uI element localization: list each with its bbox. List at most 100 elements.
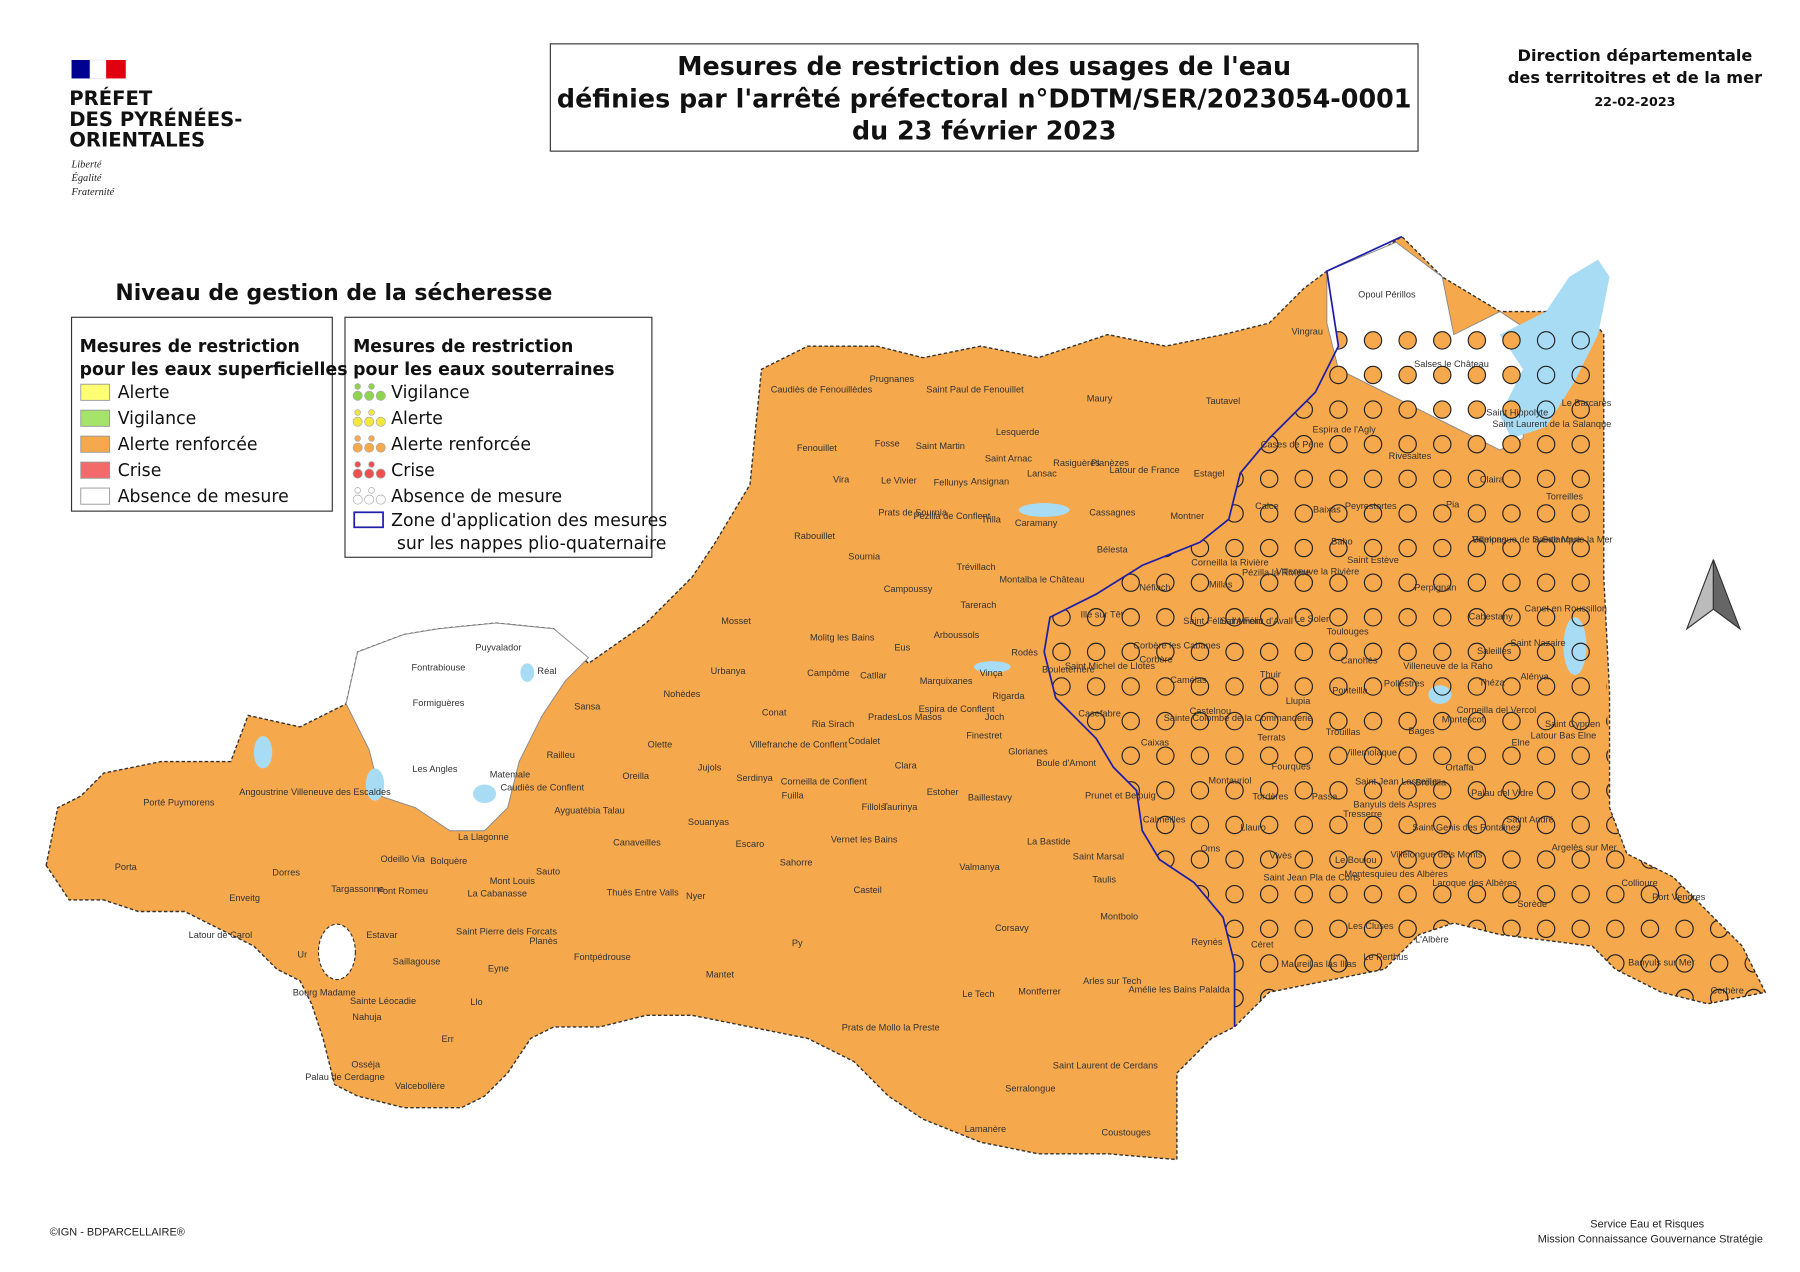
zone-dot [1606, 608, 1625, 627]
commune-label: Banyuls sur Mer [1628, 958, 1695, 968]
commune-label: Saillagouse [393, 957, 441, 967]
zone-dot [1398, 815, 1417, 835]
commune-label: Nohèdes [663, 689, 700, 699]
commune-label: Los Masos [897, 712, 942, 722]
commune-label: Le Soler [1295, 614, 1329, 624]
zone-dot [1536, 504, 1556, 523]
zone-dot [1433, 884, 1452, 904]
commune-label: Villefranche de Conflent [750, 740, 848, 750]
commune-label: Boule d'Amont [1036, 758, 1096, 768]
zone-dot [1329, 711, 1348, 731]
zone-dot [1433, 434, 1452, 454]
commune-label: Caudiès de Fenouillèdes [771, 384, 873, 394]
commune-label: Pia [1446, 500, 1460, 510]
legend-swatch [80, 487, 111, 505]
zone-dot [1433, 538, 1452, 558]
commune-label: Calmeilles [1143, 815, 1186, 825]
zone-dot [1502, 815, 1521, 835]
legend-dot [368, 409, 375, 416]
commune-label: Matemale [490, 770, 530, 780]
zone-dot [1571, 469, 1590, 489]
zone-dot [1675, 815, 1694, 835]
zone-dot [1536, 642, 1556, 662]
commune-label: Baixas [1313, 504, 1341, 514]
commune-label: Opoul Périllos [1358, 290, 1416, 300]
zone-dot [1190, 677, 1210, 696]
legend-dot [375, 390, 386, 401]
commune-label: Montesquieu des Albères [1344, 869, 1448, 879]
commune-label: Brouilla [1415, 778, 1447, 788]
commune-label: Saint Arnac [985, 454, 1033, 464]
commune-label: Pézilla la Rivière [1242, 568, 1310, 578]
motto: Liberté [71, 159, 102, 170]
commune-label: Olette [648, 740, 673, 750]
commune-label: Prats de Sournia [878, 508, 948, 518]
commune-label: Eus [894, 643, 910, 653]
commune-label: Catllar [860, 670, 887, 680]
legend-dot [364, 442, 375, 453]
zone-dot [1606, 850, 1625, 869]
zone-dot [1225, 642, 1244, 662]
zone-dot [1259, 504, 1279, 523]
commune-label: Conat [762, 707, 787, 717]
zone-dot [1294, 538, 1314, 558]
zone-dot [1467, 711, 1487, 731]
zone-dot [1259, 469, 1279, 489]
zone-dot [1606, 504, 1625, 523]
commune-label: Estagel [1194, 469, 1225, 479]
zone-dot [1744, 642, 1764, 662]
zone-dot [1398, 919, 1417, 939]
zone-dot [1502, 850, 1521, 869]
zone-dot [1398, 608, 1417, 627]
legend-box [344, 316, 653, 558]
commune-label: Saint Féliu d'Amont [1183, 616, 1263, 626]
zone-dot [1398, 573, 1417, 592]
legend-label: Vigilance [118, 409, 197, 429]
commune-label: Joch [985, 712, 1004, 722]
zone-dot [1467, 884, 1487, 904]
zone-dot [1467, 608, 1487, 627]
zone-dot [1467, 815, 1487, 835]
service: Direction départementale [1518, 46, 1753, 65]
commune-label: Saint Jean Pla de Corts [1263, 872, 1360, 882]
commune-label: Saint Cyprien [1545, 719, 1600, 729]
zone-dot [1709, 884, 1729, 904]
zone-dot [1606, 884, 1625, 904]
legend-label: Crise [118, 461, 162, 481]
zone-dot [1121, 711, 1140, 731]
commune-label: Trévillach [957, 562, 996, 572]
zone-dot [1502, 988, 1521, 1008]
commune-label: Fillols [862, 802, 886, 812]
commune-label: Castelnou [1190, 706, 1232, 716]
title-line: du 23 février 2023 [852, 116, 1116, 146]
commune-label: Baho [1331, 537, 1353, 547]
legend-label: Alerte renforcée [391, 435, 531, 455]
commune-label: Ille sur Têt [1080, 609, 1123, 619]
commune-label: Palau de Cerdagne [305, 1072, 384, 1082]
zone-dot [1675, 538, 1694, 558]
commune-label: Prats de Mollo la Preste [842, 1022, 940, 1032]
zone-dot [1190, 608, 1210, 627]
zone-dot [1606, 331, 1625, 350]
legend-dot [354, 487, 361, 494]
legend-label: Absence de mesure [391, 487, 562, 507]
zone-dot [1329, 677, 1348, 696]
commune-label: Campoussy [884, 584, 933, 594]
commune-label: Villelongue de la Salanque [1472, 534, 1581, 544]
zone-dot [1225, 711, 1244, 731]
commune-label: Montner [1170, 511, 1204, 521]
zone-dot [1536, 400, 1556, 419]
commune-label: Baillestavy [968, 793, 1012, 803]
commune-label: Montbolo [1100, 912, 1138, 922]
prefet-line: DES PYRÉNÉES- [69, 108, 242, 131]
zone-dot [1467, 954, 1487, 973]
zone-dot [1502, 538, 1521, 558]
zone-dot [1640, 988, 1660, 1008]
zone-dot [1086, 711, 1106, 731]
commune-label: Porta [115, 862, 138, 872]
zone-dot [1709, 400, 1729, 419]
zone-dot [1502, 469, 1521, 489]
zone-dot [1433, 677, 1452, 696]
commune-label: Latour Bas Elne [1531, 730, 1597, 740]
